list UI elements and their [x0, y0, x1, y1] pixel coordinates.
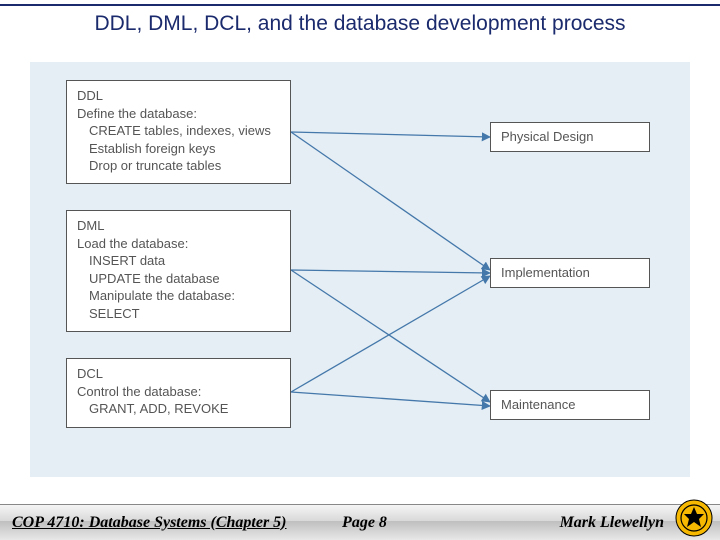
page-title: DDL, DML, DCL, and the database developm…	[0, 12, 720, 36]
box-label: Physical Design	[501, 128, 594, 146]
edge-dcl-impl	[291, 276, 490, 392]
box-item: INSERT data	[77, 252, 280, 270]
box-ddl: DDL Define the database:CREATE tables, in…	[66, 80, 291, 184]
top-rule	[0, 4, 720, 6]
edge-dml-maint	[291, 270, 490, 402]
box-heading: DDL	[77, 88, 103, 103]
box-item: CREATE tables, indexes, views	[77, 122, 280, 140]
box-item: Establish foreign keys	[77, 140, 280, 158]
box-dcl: DCL Control the database:GRANT, ADD, REVO…	[66, 358, 291, 428]
box-maint: Maintenance	[490, 390, 650, 420]
box-impl: Implementation	[490, 258, 650, 288]
box-item: Manipulate the database:	[77, 287, 280, 305]
footer-bar: COP 4710: Database Systems (Chapter 5) P…	[0, 504, 720, 540]
box-subheading: Load the database:	[77, 236, 188, 251]
box-item: UPDATE the database	[77, 270, 280, 288]
footer-course: COP 4710: Database Systems (Chapter 5)	[0, 514, 287, 532]
box-subheading: Control the database:	[77, 384, 201, 399]
box-heading: DCL	[77, 366, 103, 381]
box-item: Drop or truncate tables	[77, 157, 280, 175]
edge-dml-impl	[291, 270, 490, 273]
box-physical: Physical Design	[490, 122, 650, 152]
edge-ddl-physical	[291, 132, 490, 137]
box-heading: DML	[77, 218, 104, 233]
edge-ddl-impl	[291, 132, 490, 270]
box-dml: DML Load the database:INSERT dataUPDATE t…	[66, 210, 291, 332]
box-item: SELECT	[77, 305, 280, 323]
ucf-logo	[674, 498, 714, 538]
edge-dcl-maint	[291, 392, 490, 406]
box-item: GRANT, ADD, REVOKE	[77, 400, 280, 418]
box-label: Implementation	[501, 264, 590, 282]
diagram-area: DDL Define the database:CREATE tables, in…	[30, 62, 690, 477]
box-label: Maintenance	[501, 396, 575, 414]
box-subheading: Define the database:	[77, 106, 197, 121]
footer-page: Page 8	[342, 514, 387, 532]
